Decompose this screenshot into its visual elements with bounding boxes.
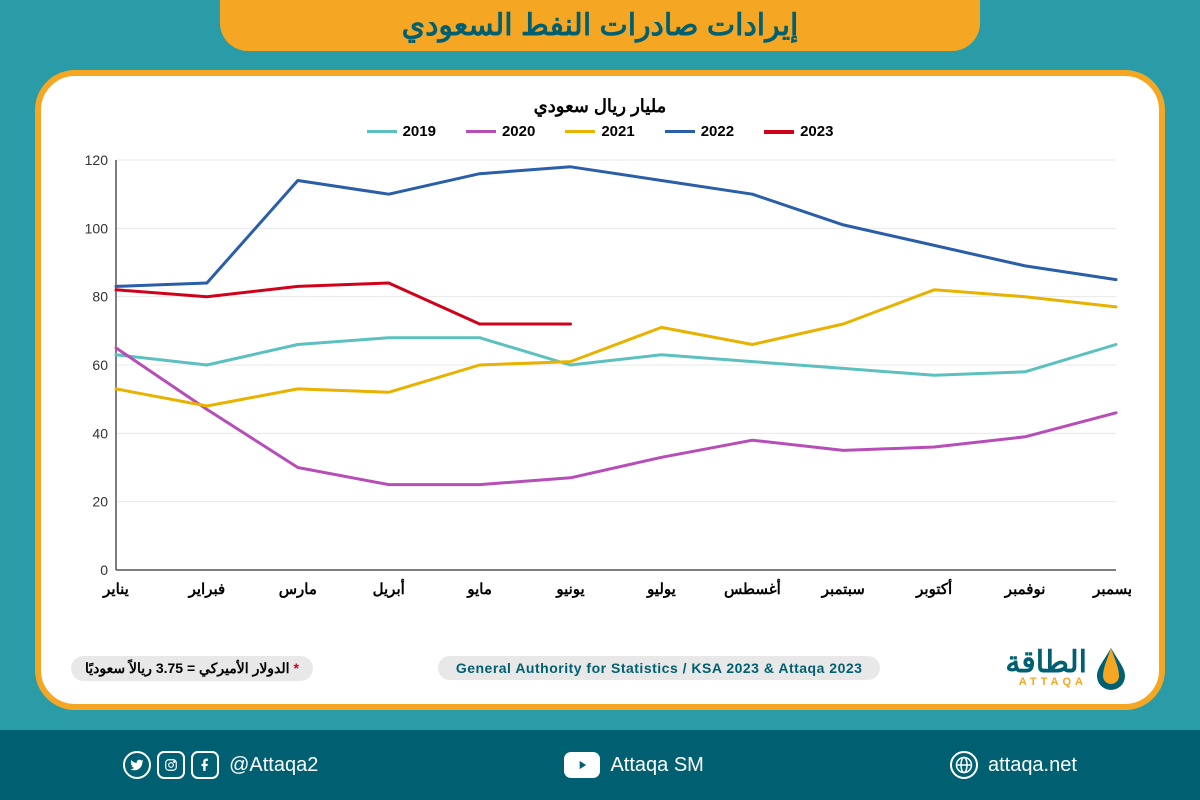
logo-main-text: الطاقة: [1005, 649, 1087, 676]
chart-legend: 2019 2020 2021 2022 2023: [71, 123, 1129, 140]
svg-text:مايو: مايو: [466, 581, 492, 598]
svg-text:يناير: يناير: [102, 581, 129, 598]
legend-label: 2023: [800, 123, 833, 140]
svg-text:100: 100: [85, 220, 109, 236]
attaqa-logo: الطاقة ATTAQA: [1005, 646, 1129, 690]
social-handle-1: @Attaqa2: [229, 754, 318, 777]
note-asterisk: *: [293, 660, 298, 676]
chart-subtitle: مليار ريال سعودي: [71, 96, 1129, 117]
social-strip: @Attaqa2 Attaqa SM attaqa.net: [0, 730, 1200, 800]
svg-text:80: 80: [92, 289, 108, 305]
note-text: الدولار الأميركي = 3.75 ريالاً سعوديًا: [85, 660, 293, 676]
chart-card: مليار ريال سعودي 2019 2020 2021 2022 2023 0 2…: [35, 70, 1165, 710]
source-attribution: General Authority for Statistics / KSA 2…: [438, 656, 881, 680]
legend-swatch: [466, 130, 496, 133]
chart-svg: 0 20 40 60 80 100 120 يناير فبراير مارس أبريل مايو ي…: [71, 150, 1131, 610]
svg-text:نوفمبر: نوفمبر: [1004, 581, 1046, 598]
svg-text:فبراير: فبراير: [188, 581, 226, 598]
svg-text:0: 0: [100, 562, 108, 578]
svg-text:أبريل: أبريل: [373, 578, 405, 598]
oil-drop-icon: [1093, 646, 1129, 690]
facebook-icon: [191, 751, 219, 779]
svg-text:أغسطس: أغسطس: [724, 578, 781, 598]
legend-label: 2022: [701, 123, 734, 140]
chart-plot: 0 20 40 60 80 100 120 يناير فبراير مارس أبريل مايو ي…: [71, 150, 1131, 610]
exchange-note: * الدولار الأميركي = 3.75 ريالاً سعوديًا: [71, 656, 313, 681]
legend-label: 2020: [502, 123, 535, 140]
legend-swatch: [565, 130, 595, 133]
legend-item: 2022: [665, 123, 734, 140]
svg-text:أكتوبر: أكتوبر: [915, 578, 952, 598]
website-text: attaqa.net: [988, 754, 1077, 777]
website-link: attaqa.net: [950, 751, 1077, 779]
card-footer: * الدولار الأميركي = 3.75 ريالاً سعوديًا…: [71, 646, 1129, 690]
legend-swatch: [367, 130, 397, 133]
legend-item: 2021: [565, 123, 634, 140]
svg-text:سبتمبر: سبتمبر: [821, 581, 865, 598]
svg-text:يونيو: يونيو: [555, 581, 584, 598]
svg-text:120: 120: [85, 152, 109, 168]
title-banner: إيرادات صادرات النفط السعودي: [220, 0, 980, 51]
svg-text:يوليو: يوليو: [646, 581, 676, 598]
svg-text:40: 40: [92, 425, 108, 441]
legend-swatch: [764, 130, 794, 134]
legend-swatch: [665, 130, 695, 133]
social-handles: @Attaqa2: [123, 751, 318, 779]
globe-icon: [950, 751, 978, 779]
social-icons-group: [123, 751, 219, 779]
legend-label: 2019: [403, 123, 436, 140]
page-title: إيرادات صادرات النفط السعودي: [260, 8, 940, 43]
youtube-icon: [564, 752, 600, 778]
legend-item: 2019: [367, 123, 436, 140]
twitter-icon: [123, 751, 151, 779]
svg-text:60: 60: [92, 357, 108, 373]
legend-item: 2023: [764, 123, 833, 140]
svg-text:مارس: مارس: [279, 581, 317, 598]
svg-text:ديسمبر: ديسمبر: [1092, 581, 1131, 598]
legend-item: 2020: [466, 123, 535, 140]
instagram-icon: [157, 751, 185, 779]
youtube-handle: Attaqa SM: [564, 752, 703, 778]
svg-text:20: 20: [92, 494, 108, 510]
social-handle-2: Attaqa SM: [610, 754, 703, 777]
legend-label: 2021: [601, 123, 634, 140]
